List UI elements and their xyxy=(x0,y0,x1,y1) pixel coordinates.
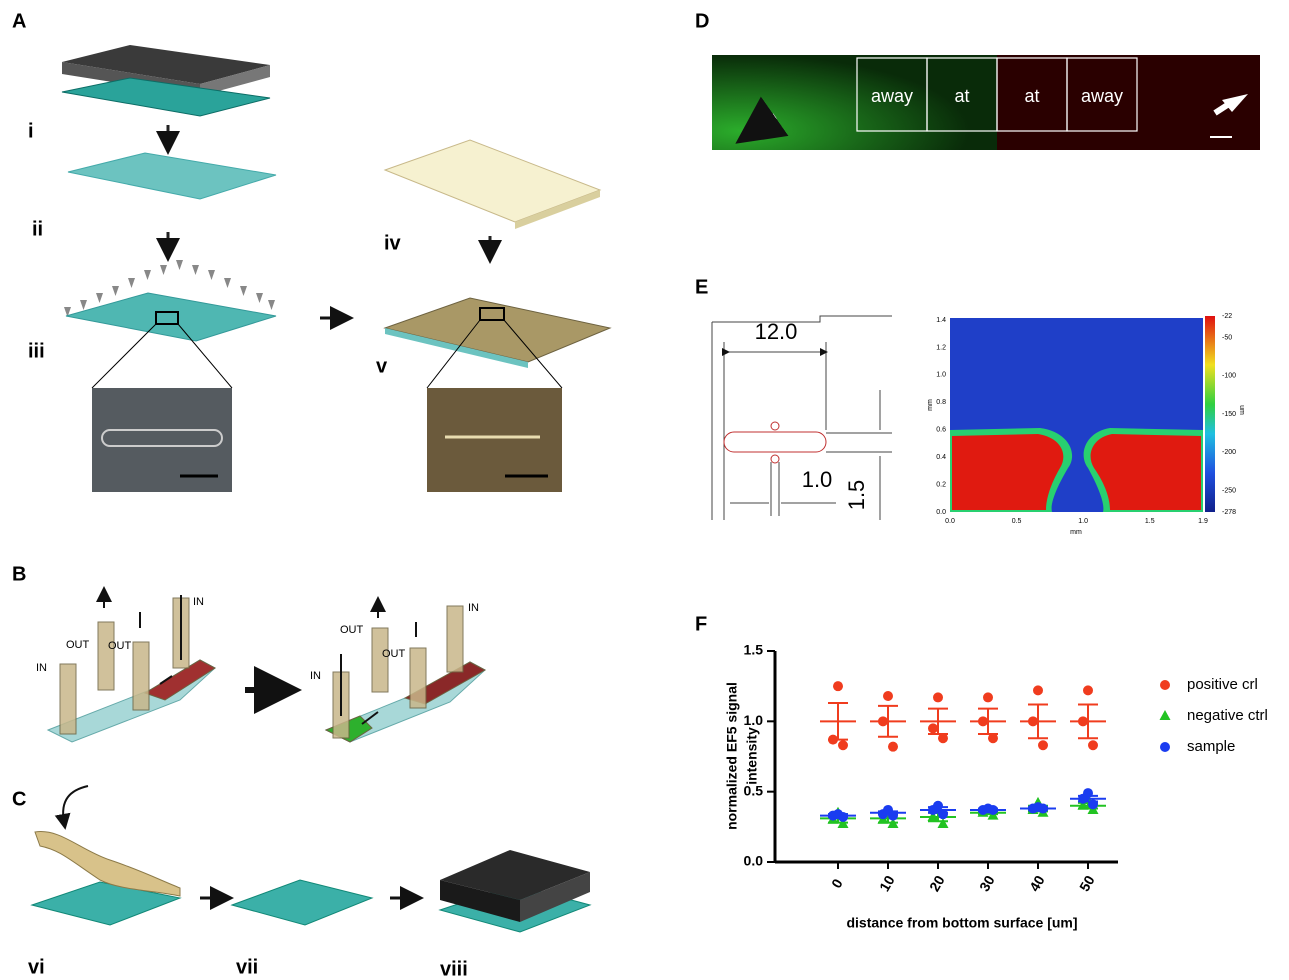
step-label: i xyxy=(28,120,34,142)
colorbar-tick: -200 xyxy=(1222,449,1236,456)
colorbar-tick: -22 xyxy=(1222,313,1232,320)
y-tick-label: 1.0 xyxy=(744,712,764,728)
colorbar-tick: -250 xyxy=(1222,487,1236,494)
panel-label: F xyxy=(695,613,707,635)
legend-marker xyxy=(1160,680,1170,690)
dimension-label: 12.0 xyxy=(755,319,798,344)
legend-marker xyxy=(1160,742,1170,752)
region-label: at xyxy=(954,86,969,106)
map-y-label: mm xyxy=(927,399,934,411)
map-y-tick: 0.2 xyxy=(936,481,946,488)
map-y-tick: 0.0 xyxy=(936,509,946,516)
map-y-tick: 0.4 xyxy=(936,454,946,461)
point xyxy=(833,681,843,691)
panel-label: D xyxy=(695,10,709,32)
step-label: vi xyxy=(28,956,45,978)
map-y-tick: 1.4 xyxy=(936,317,946,324)
figure: A B C D E F i ii iii iv v xyxy=(0,0,1289,980)
point xyxy=(928,723,938,733)
step-label: iii xyxy=(28,340,45,362)
panel-c-drawing xyxy=(32,786,590,932)
legend-label: negative ctrl xyxy=(1187,707,1268,724)
map-x-tick: 1.9 xyxy=(1198,518,1208,525)
point xyxy=(838,740,848,750)
map-x-tick: 1.0 xyxy=(1078,518,1088,525)
x-tick-label: 10 xyxy=(876,872,898,894)
map-y-tick: 0.8 xyxy=(936,399,946,406)
step-label: viii xyxy=(440,958,468,980)
panel-label: A xyxy=(12,10,26,32)
y-tick-label: 1.5 xyxy=(744,642,764,658)
panel-label: B xyxy=(12,563,26,585)
dimension-label: 1.5 xyxy=(844,480,869,511)
point xyxy=(1088,740,1098,750)
point xyxy=(983,692,993,702)
colorbar-tick: -50 xyxy=(1222,334,1232,341)
step-label: vii xyxy=(236,956,258,978)
legend-label: positive crl xyxy=(1187,676,1258,693)
panel-label: C xyxy=(12,788,26,810)
x-tick-label: 50 xyxy=(1076,872,1098,894)
point xyxy=(1038,740,1048,750)
surface-heatmap xyxy=(950,316,1215,512)
colorbar-unit: um xyxy=(1238,405,1245,415)
x-tick-label: 30 xyxy=(976,872,998,894)
x-tick-label: 40 xyxy=(1026,872,1048,894)
colorbar-tick: -150 xyxy=(1222,411,1236,418)
page: {"panel_labels": ["A", "B", "C", "D", "E… xyxy=(0,0,1289,980)
port-label: IN xyxy=(193,596,204,608)
step-label: ii xyxy=(32,218,43,240)
colorbar-tick: -100 xyxy=(1222,373,1236,380)
region-label: away xyxy=(871,86,913,106)
map-x-tick: 1.5 xyxy=(1145,518,1155,525)
step-label: v xyxy=(376,355,388,377)
panel-label: E xyxy=(695,276,708,298)
map-x-label: mm xyxy=(1070,529,1082,536)
point xyxy=(933,692,943,702)
map-y-tick: 1.2 xyxy=(936,344,946,351)
point xyxy=(883,691,893,701)
panel-b-drawing xyxy=(48,594,485,742)
port-label: IN xyxy=(468,602,479,614)
port-label: OUT xyxy=(66,639,90,651)
y-axis-label: intensity xyxy=(744,727,760,785)
y-tick-label: 0.0 xyxy=(744,853,764,869)
map-y-tick: 0.6 xyxy=(936,427,946,434)
region-label: away xyxy=(1081,86,1123,106)
legend-label: sample xyxy=(1187,738,1235,755)
map-y-tick: 1.0 xyxy=(936,372,946,379)
region-label: at xyxy=(1024,86,1039,106)
map-x-tick: 0.5 xyxy=(1012,518,1022,525)
colorbar-tick: -278 xyxy=(1222,509,1236,516)
map-x-tick: 0.0 xyxy=(945,518,955,525)
dimension-label: 1.0 xyxy=(802,467,833,492)
x-axis-label: distance from bottom surface [um] xyxy=(846,915,1077,931)
point xyxy=(938,818,949,828)
point xyxy=(1033,685,1043,695)
y-axis-label: normalized EF5 signal xyxy=(724,682,740,830)
legend-marker xyxy=(1160,710,1171,720)
x-tick-label: 0 xyxy=(828,876,846,891)
port-label: IN xyxy=(36,662,47,674)
point xyxy=(1083,685,1093,695)
fluorescence-image xyxy=(712,55,1260,150)
point xyxy=(888,742,898,752)
port-label: OUT xyxy=(108,640,132,652)
port-label: OUT xyxy=(340,624,364,636)
step-label: iv xyxy=(384,232,402,254)
panel-a-drawing xyxy=(62,45,610,492)
port-label: OUT xyxy=(382,648,406,660)
port-label: IN xyxy=(310,670,321,682)
x-tick-label: 20 xyxy=(926,872,948,894)
